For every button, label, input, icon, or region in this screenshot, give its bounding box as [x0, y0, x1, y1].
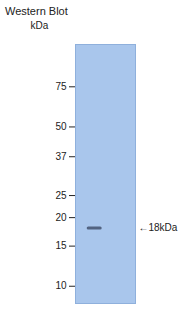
svg-text:75: 75: [55, 81, 67, 92]
svg-text:15: 15: [55, 240, 67, 251]
svg-text:37: 37: [55, 151, 67, 162]
svg-text:kDa: kDa: [31, 20, 49, 31]
svg-text:20: 20: [55, 212, 67, 223]
svg-text:50: 50: [55, 121, 67, 132]
html-text:Western Blot: Western Blot: [5, 5, 68, 17]
svg-text:10: 10: [55, 280, 67, 291]
svg-text:25: 25: [55, 190, 67, 201]
svg-text:←18kDa: ←18kDa: [139, 222, 178, 233]
